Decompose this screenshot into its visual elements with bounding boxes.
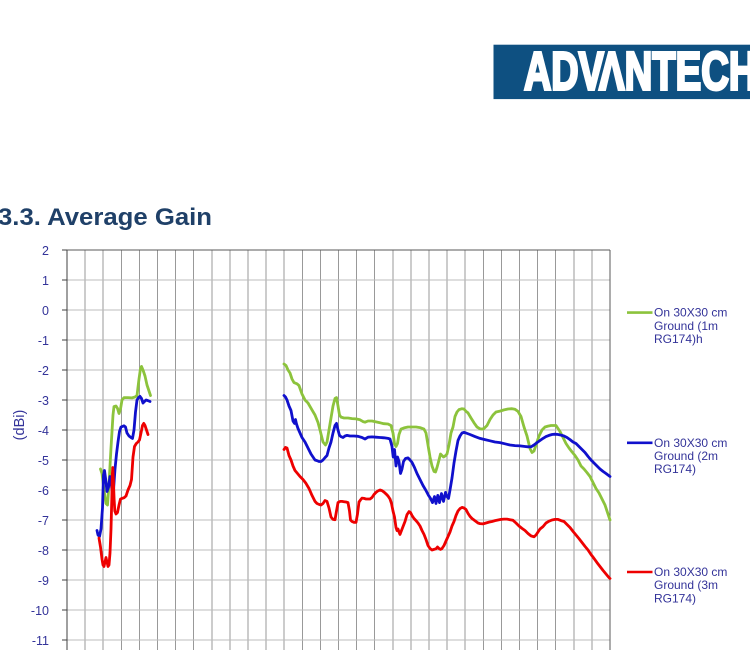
- svg-text:Ground (1m: Ground (1m: [654, 319, 718, 333]
- svg-text:-4: -4: [38, 424, 49, 438]
- svg-text:RG174): RG174): [654, 462, 696, 476]
- svg-text:(dBi): (dBi): [12, 410, 28, 441]
- svg-text:-6: -6: [38, 484, 49, 498]
- svg-text:On 30X30 cm: On 30X30 cm: [654, 306, 727, 320]
- svg-text:-8: -8: [38, 544, 49, 558]
- svg-text:0: 0: [42, 304, 49, 318]
- svg-text:1: 1: [42, 274, 49, 288]
- svg-text:ΛNTECH: ΛNTECH: [599, 41, 750, 101]
- svg-text:-1: -1: [38, 334, 49, 348]
- svg-text:-11: -11: [32, 634, 49, 648]
- svg-text:-7: -7: [38, 514, 49, 528]
- svg-text:3.3. Average Gain: 3.3. Average Gain: [0, 204, 212, 231]
- svg-text:ADV: ADV: [524, 41, 604, 101]
- svg-text:Ground (2m: Ground (2m: [654, 449, 718, 463]
- svg-text:Ground (3m: Ground (3m: [654, 578, 718, 592]
- svg-text:RG174): RG174): [654, 591, 696, 605]
- svg-text:-10: -10: [31, 604, 49, 618]
- svg-text:-9: -9: [38, 574, 49, 588]
- svg-text:-5: -5: [38, 454, 49, 468]
- svg-text:On 30X30 cm: On 30X30 cm: [654, 436, 727, 450]
- svg-text:RG174)h: RG174)h: [654, 332, 703, 346]
- svg-text:On 30X30 cm: On 30X30 cm: [654, 565, 727, 579]
- svg-text:-2: -2: [38, 364, 49, 378]
- svg-text:2: 2: [42, 244, 49, 258]
- svg-text:-3: -3: [38, 394, 49, 408]
